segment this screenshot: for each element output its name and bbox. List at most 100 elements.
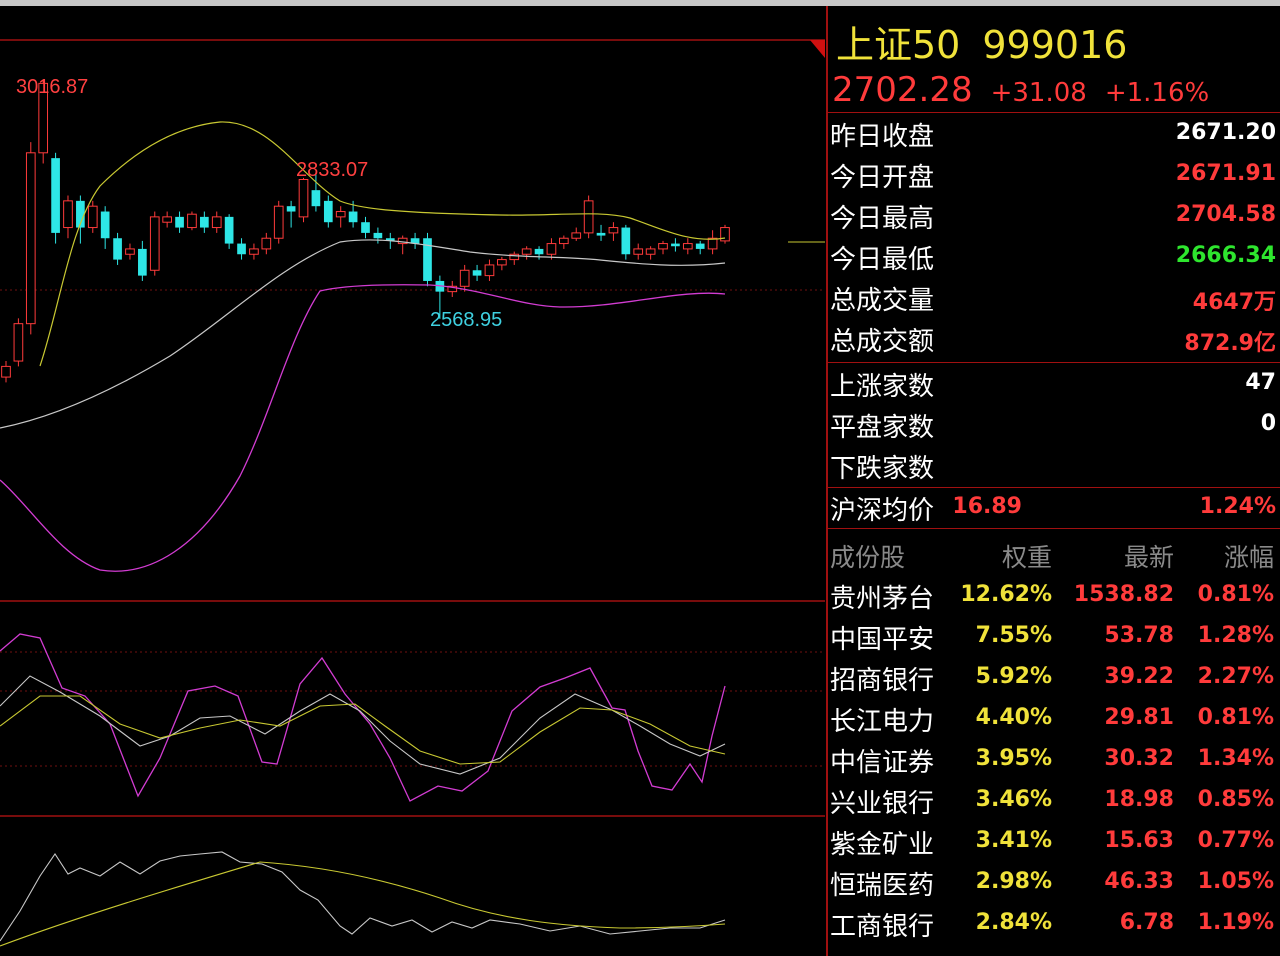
quote-side-panel: 上证50 999016 2702.28 +31.08 +1.16% 昨日收盘 2671.… [826, 6, 1280, 956]
candle-body [385, 238, 395, 241]
breadth-row: 平盘家数 0 [828, 405, 1280, 446]
candle-body [534, 248, 544, 255]
avg-separator [828, 528, 1280, 529]
stats-value: 2704.58 [1175, 202, 1276, 227]
constituent-row[interactable]: 贵州茅台 12.62% 1538.82 0.81% [828, 576, 1280, 617]
kline-chart-svg[interactable]: 3016.87 2833.07 2568.95 [0, 6, 825, 956]
candle-body [472, 270, 482, 276]
candle-body [509, 253, 520, 261]
avg-price-pct: 1.24% [1199, 494, 1276, 519]
candle-body [87, 205, 98, 229]
constituent-name: 中信证券 [830, 748, 935, 778]
candle-body [162, 216, 172, 223]
constituent-weight: 2.98% [975, 869, 1052, 894]
candle-body [13, 323, 24, 362]
candle-body [484, 264, 495, 277]
avg-price-label: 沪深均价 [830, 496, 935, 526]
constituent-row[interactable]: 中国平安 7.55% 53.78 1.28% [828, 617, 1280, 658]
constituent-row[interactable]: 紫金矿业 3.41% 15.63 0.77% [828, 822, 1280, 863]
stats-row: 昨日收盘 2671.20 [828, 114, 1280, 155]
constituent-name: 长江电力 [830, 707, 935, 737]
constituent-row[interactable]: 招商银行 5.92% 39.22 2.27% [828, 658, 1280, 699]
constituent-weight: 3.95% [975, 746, 1052, 771]
candle-body [286, 206, 296, 212]
kline-chart-area[interactable]: 3016.87 2833.07 2568.95 [0, 6, 825, 956]
constituent-pct: 1.19% [1197, 910, 1274, 935]
constituent-row[interactable]: 兴业银行 3.46% 18.98 0.85% [828, 781, 1280, 822]
constituents-header-price: 最新 [1123, 543, 1174, 572]
constituent-weight: 4.40% [975, 705, 1052, 730]
constituent-row[interactable]: 长江电力 4.40% 29.81 0.81% [828, 699, 1280, 740]
volume-index-yellow-line [0, 861, 726, 947]
candle-body [583, 200, 594, 234]
high-price-label: 3016.87 [16, 76, 88, 98]
constituent-weight: 2.84% [975, 910, 1052, 935]
index-change: +31.08 [990, 78, 1087, 108]
candle-body [125, 248, 135, 255]
index-title: 上证50 999016 [836, 14, 1127, 69]
stats-value: 2671.20 [1175, 120, 1276, 145]
constituent-name: 紫金矿业 [830, 830, 935, 860]
candle-body [596, 232, 606, 236]
stats-label: 今日最低 [830, 245, 935, 275]
breadth-label: 平盘家数 [830, 413, 935, 443]
index-price: 2702.28 [832, 70, 973, 110]
candle-body [559, 237, 569, 245]
constituent-price: 6.78 [1119, 910, 1174, 935]
candle-body [323, 200, 333, 223]
stats-separator [828, 362, 1280, 363]
candle-body [571, 232, 582, 239]
constituent-name: 工商银行 [830, 912, 935, 942]
stats-row: 今日最高 2704.58 [828, 196, 1280, 237]
candlestick-group [1, 79, 730, 383]
candle-body [658, 243, 668, 250]
candle-body [521, 248, 532, 255]
candle-body [261, 237, 272, 250]
constituent-price: 39.22 [1104, 664, 1174, 689]
constituent-price: 15.63 [1104, 828, 1174, 853]
constituent-name: 中国平安 [830, 625, 935, 655]
constituent-price: 29.81 [1104, 705, 1174, 730]
candle-body [682, 243, 693, 250]
constituent-weight: 3.41% [975, 828, 1052, 853]
breadth-value: 47 [1245, 370, 1276, 395]
stats-label: 今日开盘 [830, 163, 935, 193]
constituent-pct: 0.77% [1197, 828, 1274, 853]
candle-body [200, 216, 209, 228]
constituent-price: 46.33 [1104, 869, 1174, 894]
candle-body [273, 205, 284, 239]
bollinger-middle-band [0, 239, 726, 429]
candle-body [1, 365, 11, 378]
constituent-pct: 0.81% [1197, 582, 1274, 607]
candle-body [720, 227, 730, 242]
stats-row: 总成交量 4647万 [828, 278, 1280, 319]
candle-body [138, 248, 147, 276]
constituent-weight: 7.55% [975, 623, 1052, 648]
breadth-label: 上涨家数 [830, 372, 935, 402]
window-top-bar [0, 0, 1280, 6]
stats-label: 总成交额 [830, 327, 935, 357]
candle-body [621, 227, 631, 255]
constituent-price: 18.98 [1104, 787, 1174, 812]
constituent-weight: 5.92% [975, 664, 1052, 689]
kdj-d-line [0, 695, 726, 765]
stats-label: 昨日收盘 [830, 122, 935, 152]
constituents-header-weight: 权重 [1001, 543, 1052, 572]
constituent-price: 1538.82 [1073, 582, 1174, 607]
candle-body [63, 200, 73, 229]
candle-body [76, 200, 85, 228]
constituent-row[interactable]: 工商银行 2.84% 6.78 1.19% [828, 904, 1280, 945]
constituent-row[interactable]: 中信证券 3.95% 30.32 1.34% [828, 740, 1280, 781]
candle-body [410, 238, 420, 244]
index-name: 上证50 [836, 23, 961, 67]
candle-body [298, 178, 309, 218]
constituents-header: 成份股 权重 最新 涨幅 [828, 534, 1280, 574]
avg-price-row: 沪深均价 16.89 1.24% [828, 488, 1280, 529]
constituent-row[interactable]: 恒瑞医药 2.98% 46.33 1.05% [828, 863, 1280, 904]
constituent-price: 30.32 [1104, 746, 1174, 771]
candle-body [645, 248, 656, 255]
candle-body [373, 232, 383, 239]
constituent-pct: 0.85% [1197, 787, 1274, 812]
stats-row: 今日最低 2666.34 [828, 237, 1280, 278]
candle-body [311, 190, 321, 207]
